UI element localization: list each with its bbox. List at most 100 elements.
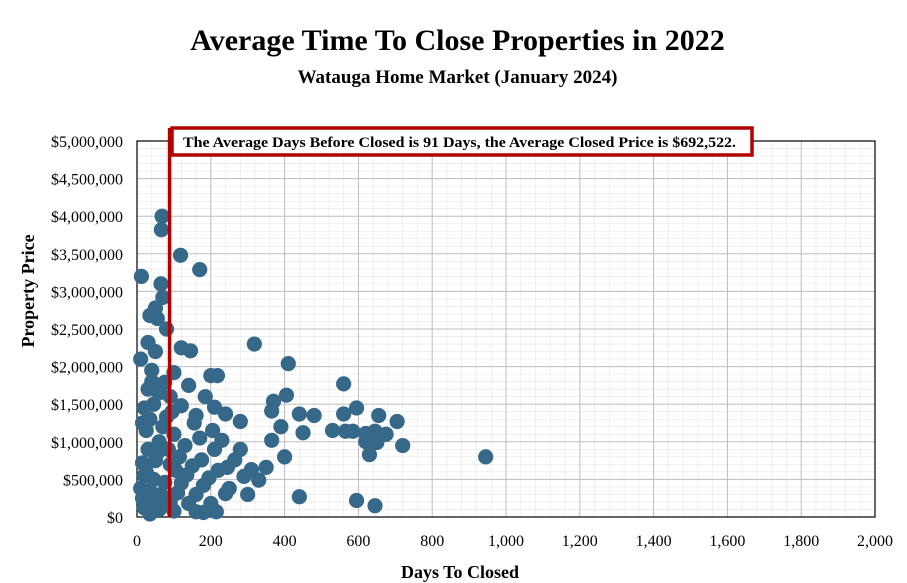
data-point [182,343,199,359]
data-point [142,506,158,522]
data-point [138,422,154,439]
data-point [217,406,234,422]
data-point [258,459,274,475]
data-point [348,400,365,416]
data-point [140,441,156,457]
data-point [197,389,213,405]
data-point [336,376,352,392]
x-tick-label: 0 [133,533,141,550]
data-point [264,403,280,419]
data-point [147,343,164,360]
data-point [277,449,293,465]
data-point [219,459,236,475]
data-point [193,452,210,468]
data-point [291,489,307,505]
x-tick-label: 1,600 [709,533,745,550]
data-point [155,419,171,435]
data-points [133,208,494,522]
data-point [280,355,296,372]
data-point [153,276,169,292]
data-point [138,464,154,480]
data-point [144,362,160,378]
data-point [146,396,162,412]
data-point [209,368,226,384]
data-point [154,208,170,224]
chart-subtitle: Watauga Home Market (January 2024) [297,67,618,88]
data-point [324,422,341,439]
data-point [192,261,208,278]
y-tick-label: $4,000,000 [51,209,123,226]
data-point [278,387,295,403]
data-point [195,504,212,521]
data-point [153,222,169,238]
data-point [291,406,307,422]
data-point [273,419,289,435]
x-tick-label: 600 [346,533,370,550]
x-tick-label: 200 [199,533,223,550]
data-point [144,374,160,390]
data-point [232,413,248,430]
data-point [149,310,165,327]
x-tick-label: 400 [273,533,297,550]
x-tick-label: 2,000 [857,533,893,550]
y-tick-label: $2,000,000 [51,360,123,377]
x-tick-label: 1,200 [562,533,598,550]
data-point [133,351,149,367]
data-point [206,441,223,457]
data-point [361,446,378,463]
annotation-text: The Average Days Before Closed is 91 Day… [183,135,736,151]
data-point [367,498,383,514]
data-point [192,430,208,446]
data-point [358,434,374,450]
data-point [186,415,202,431]
data-point [158,321,175,337]
y-tick-label: $3,500,000 [51,247,123,264]
data-point [295,425,311,441]
data-point [389,413,405,430]
data-point [217,486,234,502]
x-tick-label: 1,800 [783,533,819,550]
x-tick-label: 800 [420,533,444,550]
data-point [395,437,411,454]
data-point [205,422,221,439]
data-point [155,289,171,306]
data-point [478,449,494,465]
chart-title: Average Time To Close Properties in 2022 [190,24,725,57]
y-tick-label: $3,000,000 [51,284,123,301]
data-point [369,434,385,451]
data-point [236,468,252,484]
annotation-frame [170,126,754,157]
y-tick-label: $4,500,000 [51,172,123,189]
y-tick-label: $1,500,000 [51,397,123,414]
y-axis-label: Property Price [18,234,38,347]
data-point [179,467,195,483]
data-point [201,470,217,486]
y-tick-label: $0 [107,510,123,527]
data-point [172,247,189,263]
data-point [336,406,352,422]
data-point [345,423,361,439]
data-point [348,492,365,509]
y-tick-label: $1,000,000 [51,435,123,452]
data-point [206,399,223,415]
data-point [264,432,280,448]
data-point [240,486,256,503]
annotation-box: The Average Days Before Closed is 91 Day… [170,126,754,157]
x-axis-label: Days To Closed [401,562,519,582]
data-point [246,336,262,352]
axes: 0 200 400 600 800 1,000 1,200 1,400 1,600 1,800 2,… [51,134,893,550]
data-point [371,407,387,424]
grid [136,140,876,518]
data-point [171,449,188,465]
x-tick-label: 1,400 [636,533,672,550]
data-point [306,407,322,424]
data-point [251,472,267,488]
data-point [177,437,193,454]
y-tick-label: $2,500,000 [51,322,123,339]
data-point [133,268,150,284]
data-point [164,404,180,420]
data-point [181,377,197,393]
data-point [208,504,224,520]
x-tick-label: 1,000 [488,533,524,550]
